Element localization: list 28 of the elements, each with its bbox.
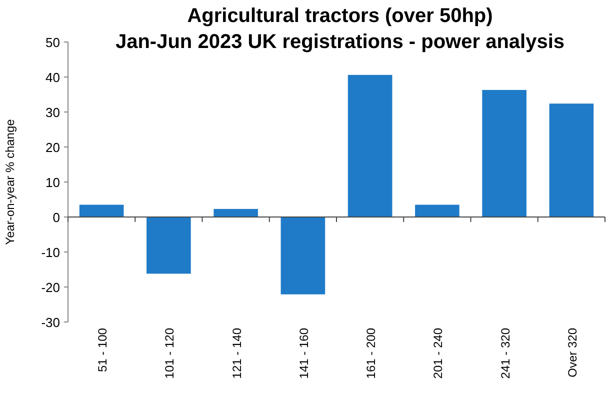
x-tick-label: 101 - 120 — [162, 328, 177, 379]
x-tick-label: 241 - 320 — [498, 328, 512, 379]
y-tick-label: -20 — [41, 280, 60, 295]
x-tick-label: 161 - 200 — [364, 328, 378, 379]
y-tick-label: 30 — [46, 105, 60, 120]
bar — [549, 104, 594, 217]
chart-title: Agricultural tractors (over 50hp) — [187, 5, 493, 27]
bar — [146, 217, 191, 274]
y-tick-label: 0 — [52, 210, 60, 225]
bar — [214, 208, 258, 217]
x-tick-label: 141 - 160 — [296, 328, 311, 379]
y-tick-label: -30 — [41, 315, 60, 330]
x-tick-label: 201 - 240 — [431, 328, 446, 379]
y-tick-label: 10 — [46, 175, 60, 190]
y-tick-label: 40 — [46, 70, 60, 85]
bar — [280, 217, 326, 294]
bar — [482, 90, 526, 217]
y-tick-label: 20 — [46, 140, 60, 155]
y-tick-label: 50 — [46, 35, 60, 50]
x-tick-label: Over 320 — [565, 328, 580, 378]
x-tick-label: 51 - 100 — [96, 328, 110, 372]
bar — [79, 204, 124, 217]
chart-subtitle: Jan-Jun 2023 UK registrations - power analysis — [115, 31, 565, 53]
y-tick-label: -10 — [41, 245, 60, 260]
bar — [348, 74, 392, 217]
bar — [415, 204, 460, 217]
x-tick-label: 121 - 140 — [230, 328, 244, 379]
y-axis-title: Year-on-year % change — [3, 118, 17, 245]
